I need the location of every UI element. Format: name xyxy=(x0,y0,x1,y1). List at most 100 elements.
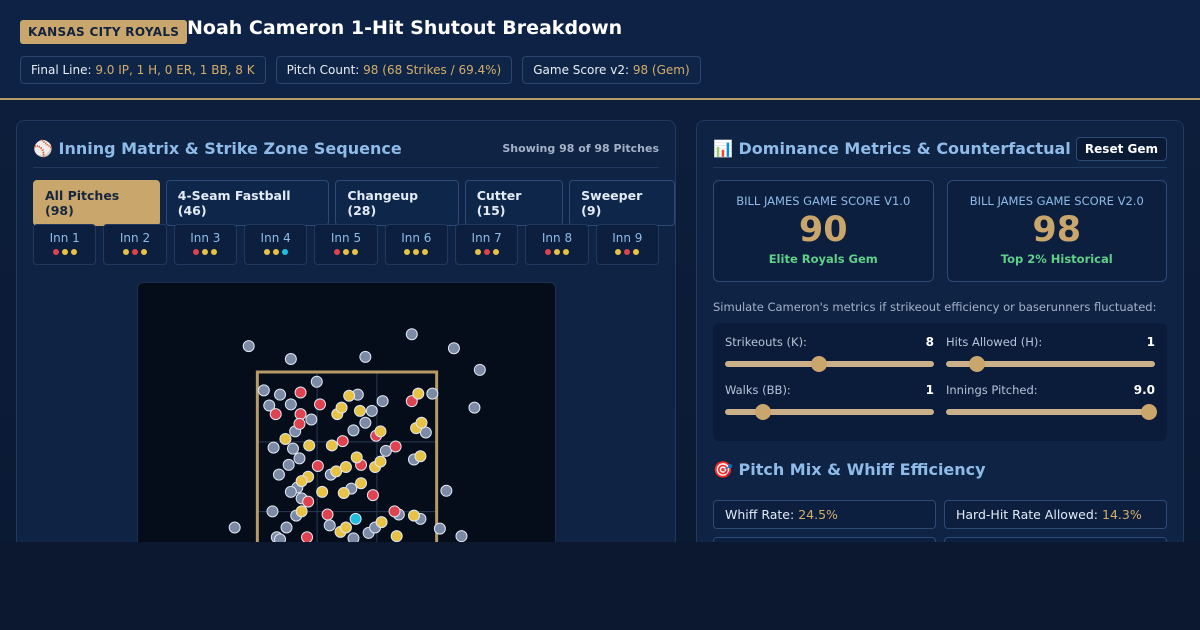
pitch-dot xyxy=(407,509,420,522)
simulate-note: Simulate Cameron's metrics if strikeout … xyxy=(713,300,1157,314)
inning-dot xyxy=(61,249,68,255)
inning-matrix: Inn 1 Inn 2 Inn 3 Inn 4 Inn 5 Inn 6 Inn 7 Inn 8… xyxy=(33,224,659,265)
inning-card[interactable]: Inn 6 xyxy=(384,224,448,265)
inning-dot xyxy=(615,249,622,255)
score-note: Elite Royals Gem xyxy=(768,252,878,266)
inning-dots xyxy=(456,249,517,255)
pitch-dot xyxy=(280,521,293,534)
filter-button[interactable]: 4-Seam Fastball (46) xyxy=(165,180,330,226)
inning-label: Inn 4 xyxy=(260,231,291,245)
inning-card[interactable]: Inn 7 xyxy=(454,224,519,265)
pitch-dot xyxy=(347,532,360,542)
inning-dot xyxy=(562,249,569,255)
pitch-dot xyxy=(287,442,299,455)
inning-card[interactable]: Inn 4 xyxy=(243,224,308,265)
stat-value: 98 (68 Strikes / 69.4%) xyxy=(363,63,502,77)
pitch-dot xyxy=(316,485,329,498)
slider-label: Hits Allowed (H): xyxy=(946,335,1043,349)
pitch-dot xyxy=(295,505,308,518)
pitch-dot xyxy=(359,416,372,429)
pitch-dot xyxy=(294,386,307,399)
pitch-dot xyxy=(426,387,439,400)
pitch-dot xyxy=(257,384,270,397)
inning-dots xyxy=(315,249,376,255)
slider-box: Strikeouts (K): 8 Hits Allowed (H): 1 Walks … xyxy=(713,323,1167,441)
pitch-dot xyxy=(325,439,338,452)
metric-grid: Whiff Rate: 24.5% Hard-Hit Rate Allowed: … xyxy=(713,500,1167,542)
inning-dot xyxy=(351,249,358,255)
reset-button[interactable]: Reset Gem xyxy=(1075,137,1167,161)
slider: Innings Pitched: 9.0 xyxy=(946,383,1157,431)
pitch-dot xyxy=(433,522,446,535)
score-card: BILL JAMES GAME SCORE V2.0 98 Top 2% Histo… xyxy=(946,180,1167,282)
pitch-dot xyxy=(274,388,287,401)
pitch-dot xyxy=(272,468,285,481)
stat-chip: Game Score v2: 98 (Gem) xyxy=(522,56,701,84)
inning-dot xyxy=(553,249,560,255)
inning-dot xyxy=(52,249,59,255)
slider-value: 9.0 xyxy=(1133,383,1155,397)
pitch-dot xyxy=(305,413,318,426)
metric-value: 24.5% xyxy=(798,507,838,522)
inning-card[interactable]: Inn 2 xyxy=(103,224,167,265)
strike-zone-chart xyxy=(228,328,486,542)
inning-dot xyxy=(474,249,481,255)
inning-card[interactable]: Inn 8 xyxy=(525,224,589,265)
strike-zone-panel xyxy=(137,282,556,542)
pitch-dot xyxy=(269,408,282,421)
inning-card[interactable]: Inn 3 xyxy=(173,224,237,265)
pitch-dot xyxy=(293,417,306,430)
inning-card[interactable]: Inn 1 xyxy=(33,224,97,265)
score-cards: BILL JAMES GAME SCORE V1.0 90 Elite Royals… xyxy=(713,180,1167,282)
inning-dot xyxy=(333,249,340,255)
filter-button[interactable]: Changeup (28) xyxy=(335,180,459,226)
inning-dot xyxy=(342,249,349,255)
filter-button[interactable]: Cutter (15) xyxy=(464,180,564,226)
filter-button[interactable]: All Pitches (98) xyxy=(33,180,160,226)
pitch-dot xyxy=(473,363,486,376)
metric-chip xyxy=(944,537,1167,542)
section-heading: 🎯 Pitch Mix & Whiff Efficiency xyxy=(713,460,986,479)
inning-dot xyxy=(140,249,147,255)
inning-card[interactable]: Inn 5 xyxy=(314,224,378,265)
pitch-dot xyxy=(447,342,460,355)
pitch-dot xyxy=(376,395,389,408)
pitch-dot xyxy=(284,485,297,498)
inning-card[interactable]: Inn 9 xyxy=(595,224,659,265)
pitch-dot xyxy=(284,398,297,411)
pitch-dot xyxy=(301,531,314,542)
inning-dots xyxy=(386,249,447,255)
pitch-dot xyxy=(415,416,428,429)
inning-dots xyxy=(175,249,236,255)
strike-zone xyxy=(255,370,439,542)
panel-heading: ⚾ Inning Matrix & Strike Zone Sequence xyxy=(33,139,402,158)
slider-thumb[interactable] xyxy=(811,356,828,372)
slider: Strikeouts (K): 8 xyxy=(725,335,934,383)
pitch-dot xyxy=(321,508,334,521)
pitch-dot xyxy=(414,450,427,463)
slider-thumb[interactable] xyxy=(754,404,771,420)
stat-chip: Pitch Count: 98 (68 Strikes / 69.4%) xyxy=(275,56,513,84)
pitch-dot xyxy=(388,505,401,518)
inning-label: Inn 1 xyxy=(49,231,80,245)
inning-dot xyxy=(624,249,631,255)
inning-dot xyxy=(544,249,551,255)
score-value: 90 xyxy=(798,210,848,250)
pitch-dot xyxy=(302,495,315,508)
slider-thumb[interactable] xyxy=(1140,404,1157,420)
pitch-dot xyxy=(353,404,366,417)
slider-label: Innings Pitched: xyxy=(946,383,1038,397)
slider-thumb[interactable] xyxy=(969,356,986,372)
metric-chip xyxy=(713,537,936,542)
inning-label: Inn 9 xyxy=(612,231,643,245)
stat-chip: Final Line: 9.0 IP, 1 H, 0 ER, 1 BB, 8 K xyxy=(20,56,266,84)
team-badge: KANSAS CITY ROYALS xyxy=(20,20,188,44)
pitch-dot xyxy=(295,475,308,488)
metric-label: Whiff Rate: xyxy=(725,507,795,522)
pitch-dot xyxy=(336,435,349,448)
pitch-dot xyxy=(405,395,418,408)
slider-track xyxy=(946,404,1157,420)
filter-button[interactable]: Sweeper (9) xyxy=(569,180,676,226)
pitch-dot xyxy=(330,465,343,478)
slider: Hits Allowed (H): 1 xyxy=(946,335,1155,383)
